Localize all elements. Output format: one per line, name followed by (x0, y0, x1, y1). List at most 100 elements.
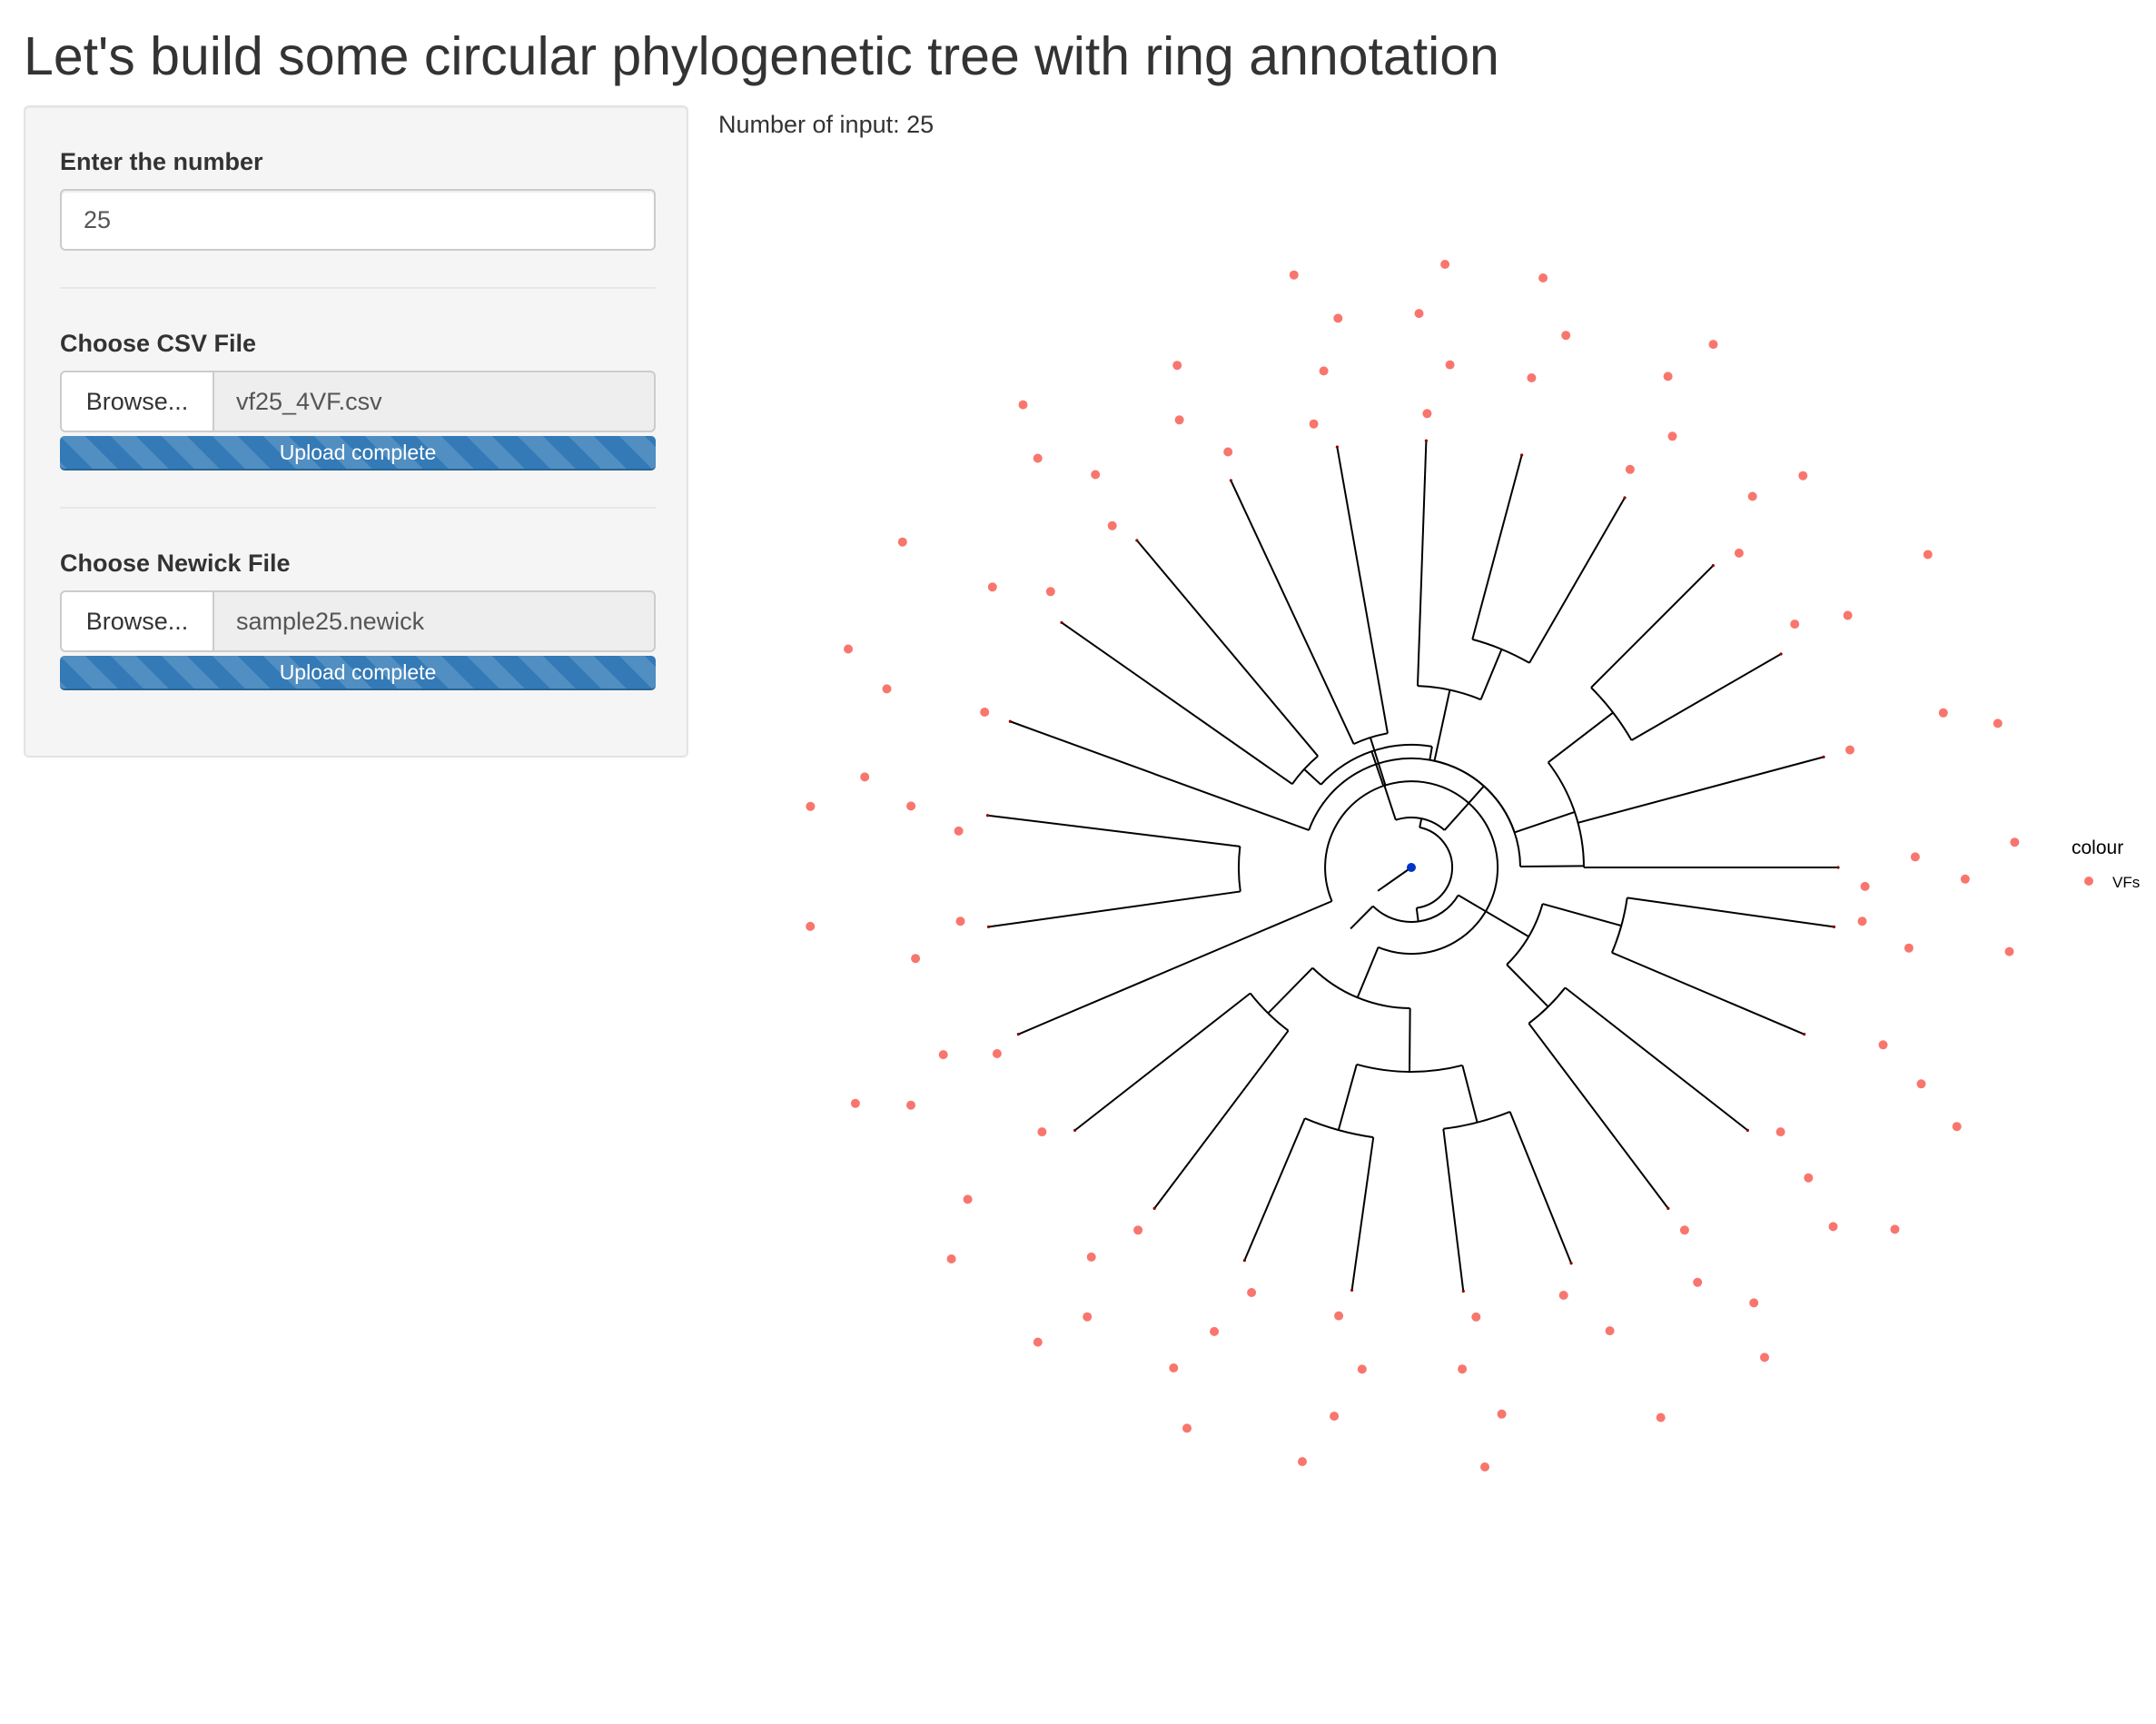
csv-file-name: vf25_4VF.csv (214, 371, 656, 432)
ring-annotation-point (1828, 1222, 1838, 1232)
ring-annotation-point (1091, 470, 1101, 480)
ring-annotation-point (1923, 550, 1933, 560)
ring-annotation-point (946, 1254, 956, 1263)
ring-annotation-point (1309, 419, 1319, 429)
tree-branch-arc (1249, 992, 1290, 1032)
legend-item-label: VFs (2112, 874, 2140, 891)
ring-annotation-point (1330, 1412, 1340, 1422)
ring-annotation-point (1018, 400, 1028, 410)
tree-tip-mark (985, 814, 990, 817)
ring-annotation-point (2010, 837, 2020, 847)
ring-annotation-point (992, 1049, 1002, 1058)
section-divider (60, 507, 656, 509)
tree-branch-line (1508, 1111, 1572, 1264)
ring-annotation-point (1527, 373, 1537, 382)
legend-key-point (2084, 877, 2093, 886)
ring-annotation-point (1107, 520, 1117, 530)
tree-branch-line (1136, 540, 1319, 758)
tree-branch-line (1630, 653, 1782, 741)
ring-annotation-point (963, 1194, 973, 1204)
ring-annotation-point (1775, 1127, 1785, 1137)
ring-annotation-point (1760, 1352, 1769, 1362)
tree-tip-mark (1520, 453, 1524, 457)
ring-annotation-point (1086, 1252, 1096, 1262)
tree-branch-line (1564, 986, 1748, 1132)
tree-branch-line (1458, 894, 1529, 937)
ring-annotation-point (955, 916, 965, 926)
ring-annotation-point (906, 801, 916, 811)
ring-annotation-point (1734, 548, 1744, 558)
ring-annotation-point (1223, 447, 1233, 457)
newick-file-name: sample25.newick (214, 590, 656, 652)
tree-branch-line (987, 814, 1241, 847)
tree-branches (987, 441, 1838, 1292)
ring-annotation-point (1538, 273, 1548, 282)
ring-annotation-point (1319, 366, 1329, 376)
ring-annotation-point (1878, 1040, 1888, 1050)
ring-annotation-point (806, 801, 816, 811)
ring-annotation-point (1471, 1312, 1481, 1322)
tree-branch-line (1369, 737, 1387, 786)
ring-annotation-point (2004, 946, 2014, 956)
number-input[interactable] (60, 189, 656, 251)
root-node-point (1407, 863, 1416, 872)
tree-tip-mark (986, 925, 991, 929)
tree-root-stem (1377, 867, 1412, 892)
tree-branch-line (1548, 711, 1614, 764)
ring-annotation-point (911, 954, 921, 964)
tree-tip-mark (1008, 719, 1012, 723)
tree-branch-arc (1324, 780, 1499, 956)
tree-branch-arc (1416, 826, 1454, 909)
ring-annotation-point (1804, 1173, 1814, 1183)
ring-annotation-point (980, 708, 990, 717)
tree-tip-mark (1073, 1128, 1077, 1132)
ring-annotation-point (1414, 309, 1424, 319)
tree-tip-mark (1569, 1262, 1573, 1265)
legend-title: colour (2072, 837, 2123, 858)
tree-branch-line (1416, 441, 1428, 687)
tip-marks (985, 439, 1840, 1293)
csv-browse-button[interactable]: Browse... (60, 371, 214, 432)
tree-branch-line (1017, 900, 1332, 1035)
ring-annotation-point (1561, 331, 1571, 341)
tree-tip-mark (1135, 539, 1139, 542)
tree-branch-line (1471, 454, 1523, 640)
tree-branch-line (1074, 992, 1251, 1132)
ring-annotation-point (1916, 1079, 1926, 1089)
ring-annotation-point (1169, 1363, 1179, 1372)
tree-branch-line (1356, 946, 1380, 998)
ring-annotation-point (1938, 708, 1948, 718)
tree-branch-line (988, 890, 1241, 928)
csv-file-label: Choose CSV File (60, 330, 257, 357)
ring-annotation-point (1133, 1225, 1143, 1235)
ring-annotation-point (806, 921, 816, 931)
ring-annotation-point (1083, 1312, 1093, 1322)
tree-branch-line (1336, 446, 1389, 734)
ring-annotation-point (1210, 1326, 1220, 1336)
ring-annotation-point (882, 684, 892, 694)
ring-annotation-point (1033, 453, 1043, 463)
tree-branch-line (1243, 1117, 1306, 1262)
ring-annotation-point (1558, 1291, 1568, 1300)
tree-tip-mark (1242, 1259, 1246, 1263)
newick-file-label: Choose Newick File (60, 550, 291, 577)
tree-branch-line (1419, 817, 1423, 828)
tree-tip-mark (1746, 1128, 1749, 1132)
tree-branch-arc (1443, 1110, 1510, 1130)
ring-annotation-point (938, 1050, 948, 1060)
tree-branch-line (1061, 621, 1293, 786)
newick-browse-button[interactable]: Browse... (60, 590, 214, 652)
ring-annotation-point (906, 1100, 915, 1110)
ring-annotation-point (1298, 1457, 1307, 1467)
number-input-label: Enter the number (60, 148, 263, 175)
tree-branch-line (1611, 951, 1805, 1035)
ring-annotation-point (1422, 409, 1432, 419)
tree-branch-arc (1395, 816, 1446, 831)
ring-annotation-point (1605, 1326, 1615, 1336)
tree-branch-line (1542, 903, 1622, 927)
tree-tip-mark (1803, 1033, 1806, 1036)
ring-annotation-point (1357, 1364, 1367, 1374)
ring-annotation-point (1458, 1364, 1468, 1374)
ring-annotation-point (1910, 852, 1920, 862)
ring-annotation-point (987, 582, 997, 592)
